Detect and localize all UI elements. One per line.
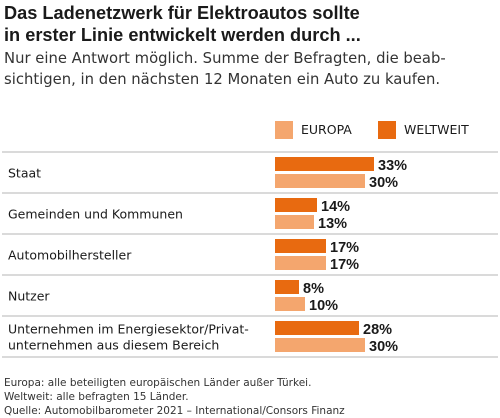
- value-label-weltweit: 14%: [321, 199, 350, 215]
- value-label-europa: 10%: [309, 298, 338, 314]
- category-label: Gemeinden und Kommunen: [8, 207, 183, 222]
- category-label: unternehmen aus diesem Bereich: [8, 338, 219, 353]
- footnote-europa: Europa: alle beteiligten europäischen Lä…: [4, 377, 312, 389]
- chart-subtitle: Nur eine Antwort möglich. Summe der Befr…: [4, 48, 498, 90]
- chart-title-line-2: in erster Linie entwickelt werden durch …: [4, 25, 361, 45]
- bar-europa: [275, 256, 326, 270]
- legend-label-weltweit: WELTWEIT: [404, 122, 469, 137]
- value-label-europa: 17%: [330, 257, 359, 273]
- category-label: Staat: [8, 166, 41, 181]
- footnote-weltweit: Weltweit: alle befragten 15 Länder.: [4, 391, 189, 403]
- bar-weltweit: [275, 198, 317, 212]
- chart-title-line-1: Das Ladenetzwerk für Elektroautos sollte: [4, 3, 360, 23]
- bar-europa: [275, 297, 305, 311]
- bar-europa: [275, 174, 365, 188]
- value-label-weltweit: 8%: [303, 281, 324, 297]
- value-label-weltweit: 28%: [363, 322, 392, 338]
- legend-swatch-europa: [275, 121, 293, 139]
- chart-subtitle-line-2: sichtigen, in den nächsten 12 Monaten ei…: [4, 71, 441, 88]
- bar-europa: [275, 215, 314, 229]
- legend-swatch-weltweit: [378, 121, 396, 139]
- category-label: Automobilhersteller: [8, 248, 132, 263]
- legend-label-europa: EUROPA: [301, 122, 352, 137]
- source-note: Quelle: Automobilbarometer 2021 – Intern…: [4, 405, 345, 417]
- bar-weltweit: [275, 321, 359, 335]
- value-label-weltweit: 33%: [378, 158, 407, 174]
- value-label-weltweit: 17%: [330, 240, 359, 256]
- chart-subtitle-line-1: Nur eine Antwort möglich. Summe der Befr…: [4, 50, 446, 67]
- bar-weltweit: [275, 239, 326, 253]
- bar-weltweit: [275, 280, 299, 294]
- category-label: Unternehmen im Energiesektor/Privat-: [8, 322, 249, 337]
- category-label: Nutzer: [8, 289, 50, 304]
- value-label-europa: 30%: [369, 175, 398, 191]
- bar-europa: [275, 338, 365, 352]
- bar-weltweit: [275, 157, 374, 171]
- value-label-europa: 30%: [369, 339, 398, 355]
- chart-title: Das Ladenetzwerk für Elektroautos sollte…: [4, 2, 498, 46]
- bar-chart: Staat 33%30%Gemeinden und Kommunen 14%13%A…: [2, 151, 498, 358]
- value-label-europa: 13%: [318, 216, 347, 232]
